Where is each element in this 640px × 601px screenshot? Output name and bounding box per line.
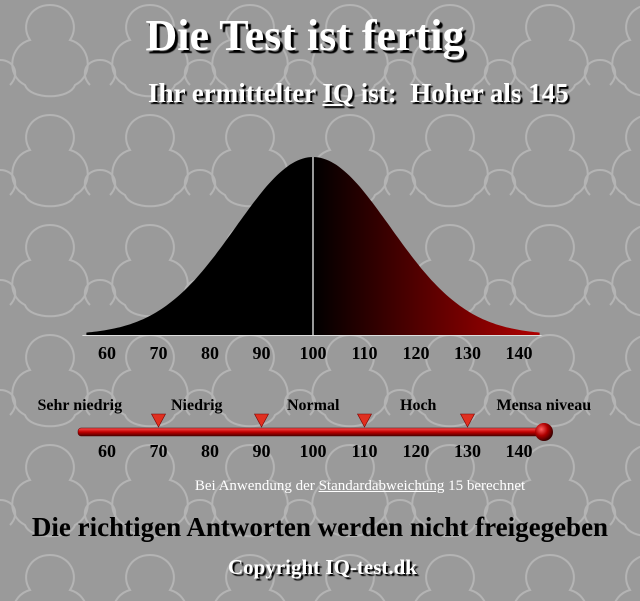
curve-tick-label: 100 bbox=[299, 343, 327, 363]
scale-tick-label: 70 bbox=[149, 441, 168, 461]
footnote: Bei Anwendung der Standardabweichung 15 … bbox=[0, 478, 640, 495]
scale-tick-label: 90 bbox=[252, 441, 271, 461]
scale-end-ball bbox=[535, 423, 553, 441]
iq-category-label: Niedrig bbox=[171, 397, 223, 414]
curve-tick-label: 120 bbox=[402, 343, 430, 363]
curve-tick-label: 90 bbox=[252, 343, 271, 363]
category-boundary-marker bbox=[150, 413, 167, 428]
result-line: Ihr ermittelter IQ ist: Hoher als 145 bbox=[148, 78, 569, 109]
standard-deviation-link[interactable]: Standardabweichung bbox=[318, 478, 445, 494]
category-boundary-marker bbox=[253, 413, 270, 428]
scale-tick-label: 120 bbox=[402, 441, 430, 461]
footnote-prefix: Bei Anwendung der bbox=[194, 478, 315, 494]
scale-bar bbox=[77, 427, 545, 437]
page-title: Die Test ist fertig bbox=[145, 11, 465, 60]
curve-tick-label: 60 bbox=[98, 343, 116, 363]
result-value: Hoher als 145 bbox=[410, 78, 569, 108]
result-prefix: Ihr ermittelter bbox=[148, 78, 316, 108]
iq-category-label: Mensa niveau bbox=[496, 397, 592, 414]
scale-tick-label: 110 bbox=[351, 441, 378, 461]
iq-category-label: Sehr niedrig bbox=[37, 397, 123, 414]
scale-tick-label: 100 bbox=[299, 441, 327, 461]
iq-link[interactable]: IQ bbox=[322, 78, 354, 108]
curve-tick-label: 80 bbox=[201, 343, 219, 363]
iq-category-label: Normal bbox=[287, 397, 340, 414]
scale-tick-label: 140 bbox=[505, 441, 533, 461]
answers-note: Die richtigen Antworten werden nicht fre… bbox=[31, 512, 609, 542]
iq-category-label: Hoch bbox=[400, 397, 437, 414]
category-boundary-marker bbox=[356, 413, 373, 428]
footnote-suffix: 15 berechnet bbox=[448, 478, 526, 494]
curve-tick-label: 70 bbox=[149, 343, 168, 363]
scale-tick-label: 80 bbox=[201, 441, 219, 461]
scale-tick-label: 130 bbox=[454, 441, 481, 461]
result-mid: ist: bbox=[360, 78, 397, 108]
curve-tick-label: 130 bbox=[454, 343, 481, 363]
curve-tick-label: 140 bbox=[505, 343, 533, 363]
category-boundary-marker bbox=[459, 413, 476, 428]
scale-tick-label: 60 bbox=[98, 441, 116, 461]
curve-tick-label: 110 bbox=[351, 343, 378, 363]
copyright-link[interactable]: Copyright IQ-test.dk bbox=[227, 555, 417, 579]
